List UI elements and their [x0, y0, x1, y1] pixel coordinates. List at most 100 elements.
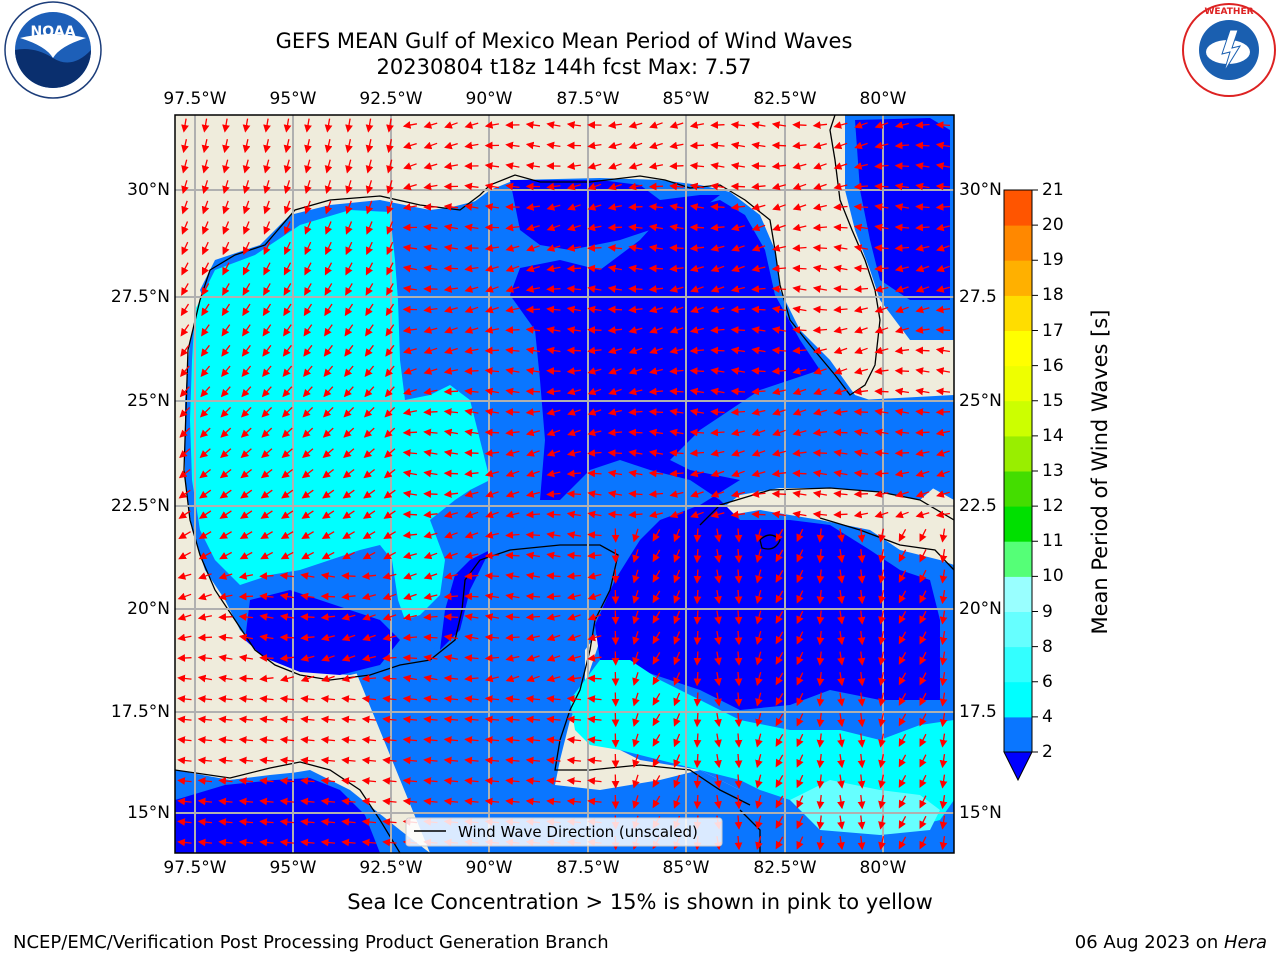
wind-arrow: [878, 610, 886, 625]
wind-arrow: [181, 180, 189, 194]
wind-arrow: [816, 630, 825, 646]
wind-arrow: [837, 815, 845, 830]
footer-host: Hera: [1223, 932, 1267, 953]
wind-arrow: [812, 408, 827, 416]
wind-arrow: [259, 592, 274, 601]
wind-arrow: [423, 674, 438, 683]
wind-arrow: [710, 346, 725, 355]
wind-arrow: [898, 549, 907, 563]
wind-arrow: [423, 264, 438, 273]
wind-arrow: [322, 406, 334, 418]
wind-arrow: [197, 736, 213, 744]
wind-arrow: [281, 489, 294, 499]
wind-arrow: [363, 448, 375, 459]
wind-arrow: [365, 241, 374, 256]
wind-arrow: [484, 818, 500, 826]
wind-arrow: [386, 159, 394, 174]
wind-arrow: [402, 428, 418, 437]
wind-arrow: [693, 733, 702, 748]
wind-arrow: [546, 121, 561, 129]
wind-arrow: [279, 674, 294, 683]
wind-arrow: [939, 712, 948, 728]
wind-arrow: [525, 838, 541, 847]
wind-arrow: [632, 631, 640, 645]
wind-arrow: [345, 241, 353, 256]
wind-arrow: [939, 794, 948, 810]
wind-arrow: [816, 528, 825, 543]
wind-arrow: [734, 671, 743, 687]
wind-arrow: [281, 468, 294, 479]
tick-label: 85°W: [662, 858, 710, 878]
wind-arrow: [915, 428, 930, 437]
wind-arrow: [261, 427, 273, 438]
wind-arrow: [222, 139, 230, 154]
wind-arrow: [813, 162, 827, 170]
wind-arrow: [714, 548, 722, 564]
wind-arrow: [382, 736, 397, 744]
wind-arrow: [464, 838, 479, 847]
wind-arrow: [587, 797, 602, 806]
wind-arrow: [177, 592, 192, 601]
wind-arrow: [423, 305, 438, 314]
wind-arrow: [648, 490, 664, 498]
wind-arrow: [649, 346, 663, 355]
wind-arrow: [197, 797, 213, 806]
wind-arrow: [238, 613, 254, 621]
wind-arrow: [423, 756, 438, 765]
wind-arrow: [874, 141, 889, 150]
wind-arrow: [853, 285, 869, 293]
wind-arrow: [898, 754, 907, 768]
wind-arrow: [894, 244, 910, 252]
wind-arrow: [484, 654, 500, 662]
wind-arrow: [566, 674, 582, 683]
wind-arrow: [837, 569, 845, 584]
wind-arrow: [894, 469, 910, 478]
wind-arrow: [792, 387, 807, 396]
wind-arrow: [792, 203, 807, 211]
wind-arrow: [324, 180, 333, 194]
wind-arrow: [775, 528, 784, 542]
wind-arrow: [241, 365, 252, 378]
wind-arrow: [566, 346, 582, 355]
wind-arrow: [259, 838, 274, 847]
wind-arrow: [853, 367, 868, 375]
wind-arrow: [260, 551, 274, 560]
wind-arrow: [386, 221, 394, 235]
wind-arrow: [628, 244, 643, 252]
wind-arrow: [304, 283, 312, 296]
wind-arrow: [689, 367, 705, 375]
wind-arrow: [607, 469, 623, 478]
wind-arrow: [710, 428, 725, 437]
colorbar-tick-label: 9: [1042, 601, 1053, 622]
wind-arrow: [755, 569, 763, 584]
wind-arrow: [710, 326, 725, 334]
wind-arrow: [751, 469, 766, 478]
caribbean-water: [580, 510, 954, 853]
wind-arrow: [693, 630, 702, 646]
wind-arrow: [812, 449, 828, 457]
wind-arrow: [484, 121, 500, 129]
wind-arrow: [320, 838, 336, 847]
wind-arrow: [816, 548, 825, 564]
wind-arrow: [833, 367, 848, 375]
wind-arrow: [689, 203, 705, 211]
wind-arrow: [525, 162, 540, 170]
wind-arrow: [608, 387, 622, 396]
wind-arrow: [320, 736, 336, 744]
wind-arrow: [751, 305, 766, 314]
wind-arrow: [878, 754, 886, 769]
wind-arrow: [673, 692, 681, 707]
wind-arrow: [200, 344, 210, 357]
wind-arrow: [775, 713, 784, 727]
wind-arrow: [587, 838, 602, 847]
wind-arrow: [898, 733, 907, 747]
wind-arrow: [915, 264, 930, 273]
wind-arrow: [304, 221, 312, 235]
wind-arrow: [443, 777, 459, 785]
wind-arrow: [673, 651, 681, 666]
wind-arrow: [587, 818, 602, 826]
wind-arrow: [853, 469, 869, 478]
wind-arrow: [628, 490, 643, 498]
tick-label: 27.5°N: [110, 287, 170, 307]
wind-arrow: [751, 346, 766, 355]
